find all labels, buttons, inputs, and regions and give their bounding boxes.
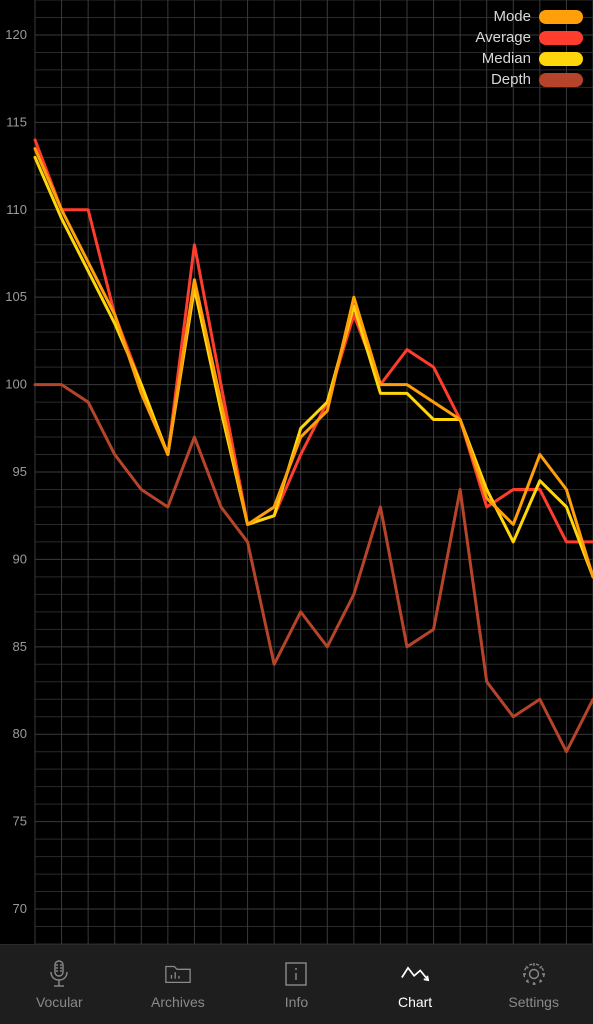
svg-text:100: 100 [5,377,27,392]
svg-text:90: 90 [13,551,27,566]
legend-swatch [539,31,583,45]
tab-label: Chart [398,994,432,1010]
tab-label: Vocular [36,994,83,1010]
tab-archives[interactable]: Archives [119,945,238,1024]
app-root: 70 75 80 85 90 95 100 105 110 115 120 Mode Average… [0,0,593,1024]
tab-settings[interactable]: Settings [474,945,593,1024]
svg-text:70: 70 [13,901,27,916]
svg-text:85: 85 [13,639,27,654]
svg-text:120: 120 [5,27,27,42]
legend-swatch [539,73,583,87]
tab-vocular[interactable]: Vocular [0,945,119,1024]
tab-chart[interactable]: Chart [356,945,475,1024]
legend-label: Mode [493,8,531,25]
svg-text:110: 110 [6,202,27,217]
tab-bar: Vocular Archives Info [0,944,593,1024]
tab-label: Archives [151,994,205,1010]
tab-label: Settings [508,994,559,1010]
chart-area[interactable]: 70 75 80 85 90 95 100 105 110 115 120 Mode Average… [0,0,593,944]
svg-text:115: 115 [6,114,27,129]
line-chart: 70 75 80 85 90 95 100 105 110 115 120 [0,0,593,944]
legend-label: Average [475,29,531,46]
legend-item-average: Average [475,29,583,46]
mic-icon [45,960,73,988]
legend-item-mode: Mode [475,8,583,25]
legend-item-median: Median [475,50,583,67]
svg-text:75: 75 [13,814,27,829]
folder-icon [164,960,192,988]
legend-label: Median [482,50,531,67]
svg-text:80: 80 [13,726,27,741]
svg-text:105: 105 [5,289,27,304]
legend-label: Depth [491,71,531,88]
legend-swatch [539,10,583,24]
tab-label: Info [285,994,308,1010]
tab-info[interactable]: Info [237,945,356,1024]
svg-text:95: 95 [13,464,27,479]
chart-icon [401,960,429,988]
chart-legend: Mode Average Median Depth [475,8,583,88]
legend-swatch [539,52,583,66]
info-icon [282,960,310,988]
legend-item-depth: Depth [475,71,583,88]
gear-icon [520,960,548,988]
